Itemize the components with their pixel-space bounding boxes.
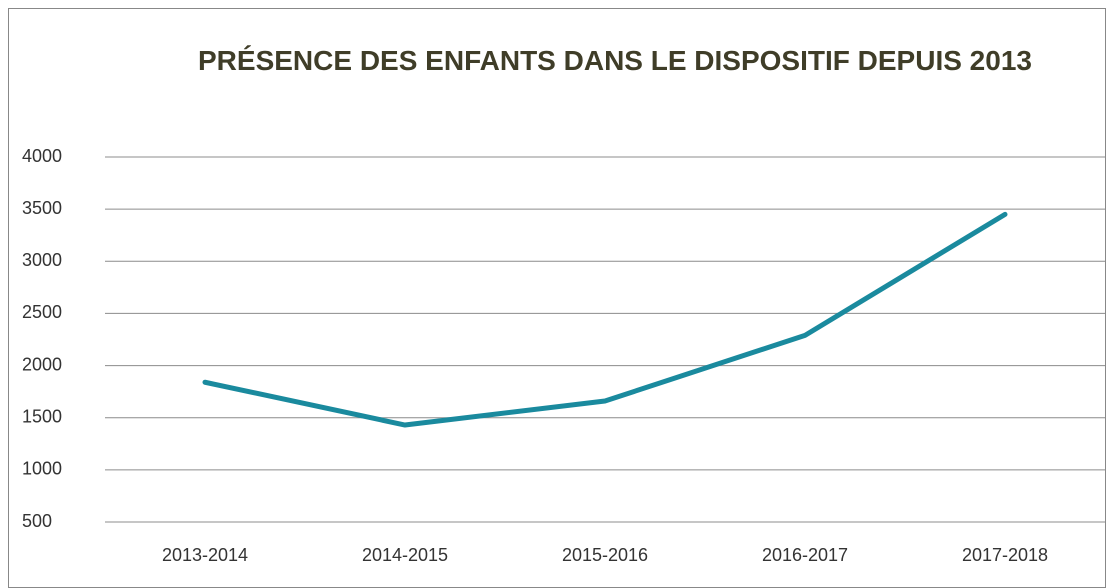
line-series <box>202 211 1008 428</box>
y-tick-label: 500 <box>22 511 52 531</box>
x-tick-label: 2017-2018 <box>962 545 1048 565</box>
x-tick-label: 2016-2017 <box>762 545 848 565</box>
chart-title: PRÉSENCE DES ENFANTS DANS LE DISPOSITIF … <box>198 45 1032 76</box>
y-tick-label: 2000 <box>22 354 62 374</box>
y-tick-label: 1500 <box>22 406 62 426</box>
y-tick-label: 2500 <box>22 302 62 322</box>
x-tick-label: 2014-2015 <box>362 545 448 565</box>
y-tick-label: 4000 <box>22 146 62 166</box>
x-tick-label: 2013-2014 <box>162 545 248 565</box>
y-tick-label: 1000 <box>22 459 62 479</box>
y-tick-label: 3500 <box>22 198 62 218</box>
x-tick-label: 2015-2016 <box>562 545 648 565</box>
y-tick-label: 3000 <box>22 250 62 270</box>
